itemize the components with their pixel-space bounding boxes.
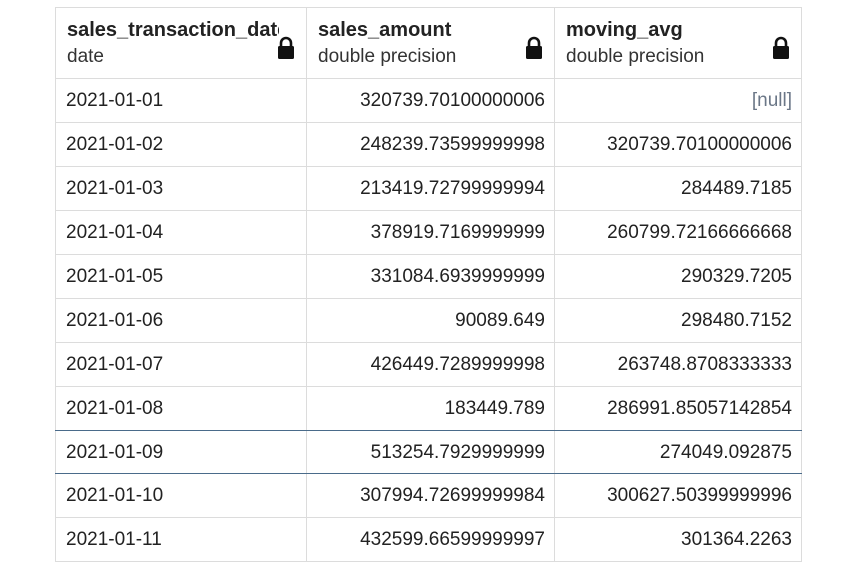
sales-amount-cell[interactable]: 378919.7169999999 [306, 211, 554, 254]
moving-avg-cell[interactable]: 263748.8708333333 [554, 343, 802, 386]
date-cell[interactable]: 2021-01-05 [55, 255, 306, 298]
sales-amount-cell[interactable]: 183449.789 [306, 387, 554, 430]
column-type: double precision [318, 46, 457, 67]
table-row[interactable]: 2021-01-02 248239.73599999998 320739.701… [55, 123, 802, 167]
table-row[interactable]: 2021-01-07 426449.7289999998 263748.8708… [55, 343, 802, 387]
column-name: moving_avg [566, 19, 683, 41]
grid-header: sales_transaction_date date sales_amount… [55, 7, 802, 79]
moving-avg-cell[interactable]: 301364.2263 [554, 518, 802, 561]
sales-amount-cell[interactable]: 331084.6939999999 [306, 255, 554, 298]
sales-amount-cell[interactable]: 248239.73599999998 [306, 123, 554, 166]
moving-avg-cell[interactable]: 290329.7205 [554, 255, 802, 298]
moving-avg-cell[interactable]: 298480.7152 [554, 299, 802, 342]
date-cell[interactable]: 2021-01-11 [55, 518, 306, 561]
moving-avg-cell[interactable]: 286991.85057142854 [554, 387, 802, 430]
column-header-sales-amount[interactable]: sales_amount double precision [306, 8, 554, 78]
lock-icon [526, 36, 542, 59]
date-cell[interactable]: 2021-01-03 [55, 167, 306, 210]
column-header-moving-avg[interactable]: moving_avg double precision [554, 8, 802, 78]
date-cell[interactable]: 2021-01-06 [55, 299, 306, 342]
moving-avg-cell[interactable]: 300627.50399999996 [554, 474, 802, 517]
lock-icon [773, 36, 789, 59]
data-grid: sales_transaction_date date sales_amount… [55, 7, 802, 562]
date-cell[interactable]: 2021-01-02 [55, 123, 306, 166]
moving-avg-cell[interactable]: [null] [554, 79, 802, 122]
table-row-selected[interactable]: 2021-01-09 513254.7929999999 274049.0928… [55, 430, 802, 474]
moving-avg-cell[interactable]: 320739.70100000006 [554, 123, 802, 166]
column-name: sales_amount [318, 19, 452, 41]
sales-amount-cell[interactable]: 90089.649 [306, 299, 554, 342]
moving-avg-cell[interactable]: 274049.092875 [554, 431, 802, 473]
date-cell[interactable]: 2021-01-07 [55, 343, 306, 386]
date-cell[interactable]: 2021-01-10 [55, 474, 306, 517]
table-row[interactable]: 2021-01-08 183449.789 286991.85057142854 [55, 387, 802, 431]
lock-icon [278, 36, 294, 59]
sales-amount-cell[interactable]: 307994.72699999984 [306, 474, 554, 517]
column-type: date [67, 46, 104, 67]
sales-amount-cell[interactable]: 213419.72799999994 [306, 167, 554, 210]
column-type: double precision [566, 46, 705, 67]
table-row[interactable]: 2021-01-11 432599.66599999997 301364.226… [55, 518, 802, 562]
table-row[interactable]: 2021-01-06 90089.649 298480.7152 [55, 299, 802, 343]
sales-amount-cell[interactable]: 513254.7929999999 [306, 431, 554, 473]
table-row[interactable]: 2021-01-01 320739.70100000006 [null] [55, 79, 802, 123]
table-row[interactable]: 2021-01-10 307994.72699999984 300627.503… [55, 474, 802, 518]
sales-amount-cell[interactable]: 432599.66599999997 [306, 518, 554, 561]
date-cell[interactable]: 2021-01-01 [55, 79, 306, 122]
sales-amount-cell[interactable]: 426449.7289999998 [306, 343, 554, 386]
table-row[interactable]: 2021-01-05 331084.6939999999 290329.7205 [55, 255, 802, 299]
column-header-sales-transaction-date[interactable]: sales_transaction_date date [55, 8, 306, 78]
table-row[interactable]: 2021-01-04 378919.7169999999 260799.7216… [55, 211, 802, 255]
date-cell[interactable]: 2021-01-08 [55, 387, 306, 430]
moving-avg-cell[interactable]: 284489.7185 [554, 167, 802, 210]
date-cell[interactable]: 2021-01-04 [55, 211, 306, 254]
sales-amount-cell[interactable]: 320739.70100000006 [306, 79, 554, 122]
column-name: sales_transaction_date [67, 19, 279, 41]
moving-avg-cell[interactable]: 260799.72166666668 [554, 211, 802, 254]
date-cell[interactable]: 2021-01-09 [55, 431, 306, 473]
table-row[interactable]: 2021-01-03 213419.72799999994 284489.718… [55, 167, 802, 211]
